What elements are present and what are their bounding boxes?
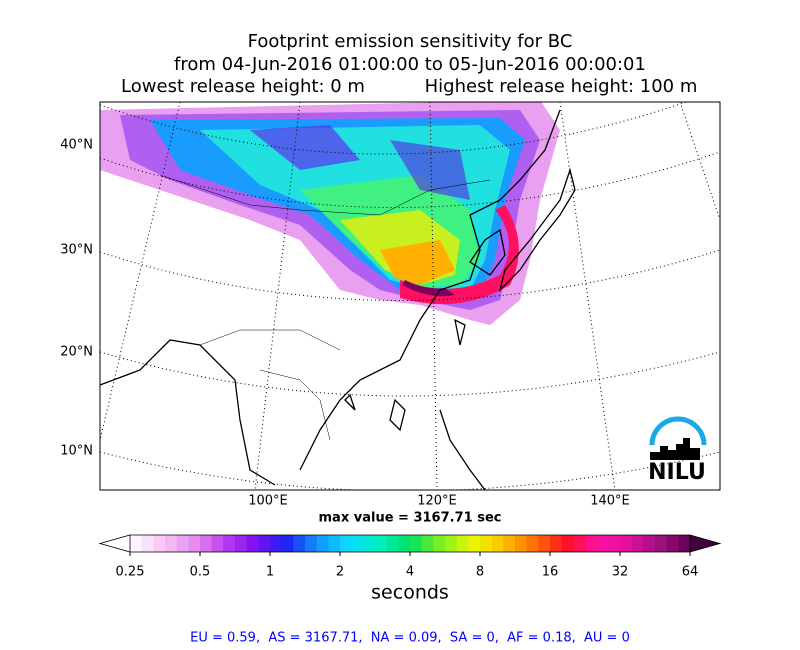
colorbar-segment (526, 535, 539, 552)
logo-text: NILU (648, 460, 706, 485)
colorbar-tick-label: 1 (266, 565, 274, 580)
colorbar-extend-high (689, 534, 722, 553)
lat-label: 20°N (60, 345, 93, 360)
colorbar-segment (375, 535, 388, 552)
colorbar-segment (246, 535, 259, 552)
colorbar-label: seconds (371, 582, 449, 604)
colorbar-segment (643, 535, 656, 552)
colorbar-segment (211, 535, 224, 552)
colorbar-segment (270, 535, 283, 552)
colorbar-segment (328, 535, 341, 552)
colorbar-segment (480, 535, 493, 552)
colorbar-extend-low (98, 534, 131, 553)
footer: EU = 0.59, AS = 3167.71, NA = 0.09, SA =… (190, 631, 630, 646)
logo: NILU (648, 416, 707, 485)
colorbar-segment (235, 535, 248, 552)
lon-label: 120°E (417, 494, 457, 509)
colorbar-segment (550, 535, 563, 552)
colorbar-segment (363, 535, 376, 552)
colorbar-segment (666, 535, 679, 552)
colorbar-segment (165, 535, 178, 552)
title-lowest: Lowest release height: 0 m (121, 76, 365, 97)
title-highest: Highest release height: 100 m (425, 76, 698, 97)
colorbar-segment (176, 535, 189, 552)
colorbar-segment (515, 535, 528, 552)
colorbar-segment (200, 535, 213, 552)
colorbar-segment (351, 535, 364, 552)
title-line: from 04-Jun-2016 01:00:00 to 05-Jun-2016… (174, 54, 646, 75)
colorbar-segment (561, 535, 574, 552)
colorbar-segment (491, 535, 504, 552)
colorbar-segment (153, 535, 166, 552)
colorbar-segment (573, 535, 586, 552)
lat-label: 10°N (60, 444, 93, 459)
colorbar-segment (258, 535, 271, 552)
colorbar-tick-label: 64 (682, 565, 699, 580)
colorbar-tick-label: 0.5 (190, 565, 211, 580)
colorbar-segment (678, 535, 691, 552)
colorbar-tick-label: 8 (476, 565, 484, 580)
colorbar-segment (281, 535, 294, 552)
colorbar-segment (340, 535, 353, 552)
colorbar-segment (456, 535, 469, 552)
colorbar-tick-label: 0.25 (116, 565, 145, 580)
colorbar-segment (596, 535, 609, 552)
title-line: Footprint emission sensitivity for BC (248, 31, 573, 52)
colorbar-segment (305, 535, 318, 552)
colorbar-tick-label: 16 (542, 565, 559, 580)
colorbar-segment (386, 535, 399, 552)
colorbar-segment (631, 535, 644, 552)
colorbar-segment (655, 535, 668, 552)
colorbar-tick-label: 2 (336, 565, 344, 580)
colorbar-segment (188, 535, 201, 552)
colorbar-segment (445, 535, 458, 552)
colorbar-segment (421, 535, 434, 552)
map-area (100, 102, 720, 490)
lat-label: 40°N (60, 138, 93, 153)
lon-label: 140°E (590, 494, 630, 509)
colorbar-segment (585, 535, 598, 552)
colorbar-tick-label: 32 (612, 565, 629, 580)
max-value: max value = 3167.71 sec (319, 511, 502, 526)
colorbar-segment (130, 535, 143, 552)
colorbar-segment (468, 535, 481, 552)
colorbar-segment (410, 535, 423, 552)
colorbar-segment (433, 535, 446, 552)
colorbar-segment (293, 535, 306, 552)
lon-label: 100°E (248, 494, 288, 509)
colorbar-segment (538, 535, 551, 552)
colorbar-segment (223, 535, 236, 552)
lat-label: 30°N (60, 243, 93, 258)
colorbar-segment (620, 535, 633, 552)
colorbar-segment (398, 535, 411, 552)
colorbar-segment (608, 535, 621, 552)
map-frame (99, 101, 721, 491)
colorbar-tick-label: 4 (406, 565, 414, 580)
colorbar-segment (316, 535, 329, 552)
colorbar-segment (503, 535, 516, 552)
colorbar-segment (141, 535, 154, 552)
